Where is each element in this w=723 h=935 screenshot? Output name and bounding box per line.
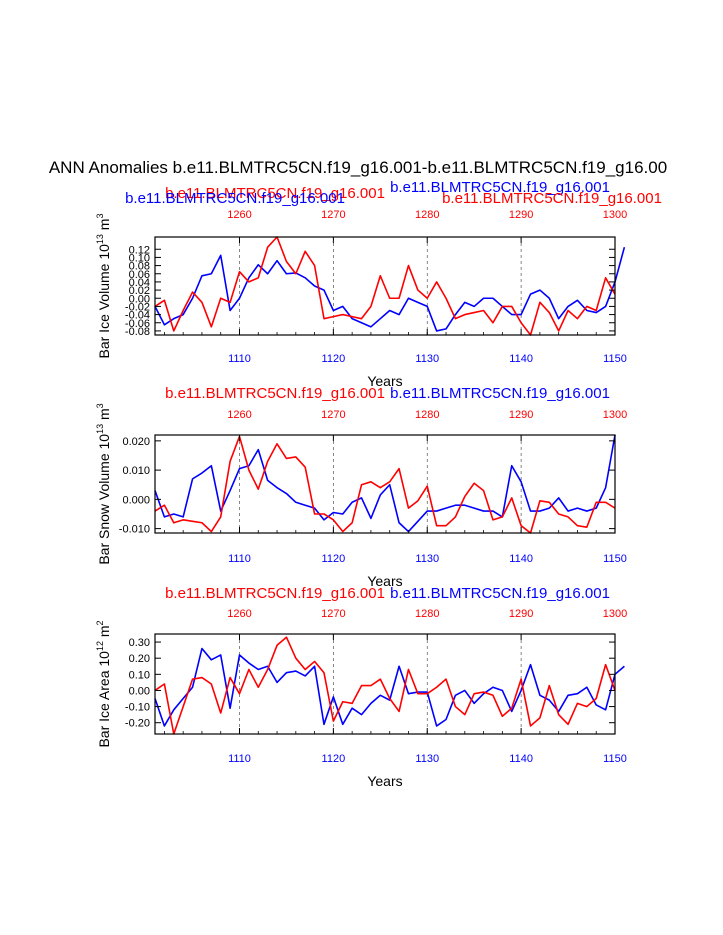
y-axis-label-ylabel-exp: 13 <box>95 424 105 434</box>
x-tick-label-bottom: 1110 <box>228 753 251 765</box>
x-tick-label-bottom: 1140 <box>509 753 533 765</box>
x-tick-label-bottom: 1120 <box>322 753 346 765</box>
x-tick-label-top: 1280 <box>415 608 439 620</box>
y-axis-label-ylabel: Bar Snow Volume 10 <box>96 434 112 565</box>
y-tick-label: 0.020 <box>122 436 150 448</box>
y-tick-label: -0.010 <box>119 524 150 536</box>
y-axis-label-ylabel-unit: m <box>96 625 112 641</box>
y-axis-label-ylabel-exp: 12 <box>95 641 105 651</box>
y-axis-label-ylabel-unit-exp: 3 <box>95 403 105 408</box>
y-tick-label: 0.08 <box>129 261 150 273</box>
y-tick-label: -0.06 <box>125 318 150 330</box>
plot-frame <box>154 236 616 336</box>
y-tick-label: 0.30 <box>129 637 150 649</box>
x-tick-label-bottom: 1110 <box>228 553 251 565</box>
x-tick-label-bottom: 1150 <box>603 353 627 365</box>
y-tick-label: 0.12 <box>129 244 150 256</box>
series-line-blue <box>154 247 626 332</box>
x-tick-label-bottom: 1120 <box>322 353 346 365</box>
y-axis-label: Bar Ice Area 1012 m2 <box>95 620 112 747</box>
y-axis-label-ylabel-unit: m <box>96 219 112 235</box>
y-tick-label: 0.00 <box>129 685 150 697</box>
x-tick-label-top: 1290 <box>509 209 533 221</box>
y-tick-label: 0.20 <box>129 653 150 665</box>
y-tick-label: 0.04 <box>129 277 150 289</box>
x-tick-label-top: 1270 <box>321 608 345 620</box>
x-tick-label-bottom: 1130 <box>415 553 439 565</box>
legend-red-right: b.e11.BLMTRC5CN.f19_g16.001 <box>442 190 662 207</box>
y-tick-label: -0.08 <box>125 326 150 338</box>
y-tick-label: 0.10 <box>129 669 150 681</box>
legend-red: b.e11.BLMTRC5CN.f19_g16.001 <box>165 585 385 602</box>
y-tick-label: 0.000 <box>122 494 150 506</box>
series-line-red <box>154 636 616 735</box>
y-axis-label: Bar Snow Volume 1013 m3 <box>95 403 112 564</box>
x-axis-label: Years <box>367 573 402 589</box>
x-tick-label-top: 1300 <box>603 608 627 620</box>
x-tick-label-top: 1280 <box>415 409 439 421</box>
plot-frame <box>154 434 616 534</box>
x-tick-label-top: 1260 <box>227 209 251 221</box>
x-tick-label-top: 1290 <box>509 608 533 620</box>
x-axis-label: Years <box>367 773 402 789</box>
legend-blue-left: b.e11.BLMTRC5CN.f19_g16.001 <box>125 190 345 207</box>
figure-title: ANN Anomalies b.e11.BLMTRC5CN.f19_g16.00… <box>49 158 667 177</box>
chart-panel-1: -0.08-0.06-0.04-0.020.000.020.040.060.08… <box>95 179 662 389</box>
y-tick-label: 0.10 <box>129 252 150 264</box>
series-line-red <box>154 435 616 534</box>
x-tick-label-top: 1270 <box>321 209 345 221</box>
y-tick-label: 0.00 <box>129 293 150 305</box>
legend-blue: b.e11.BLMTRC5CN.f19_g16.001 <box>390 585 610 602</box>
series-line-red <box>154 236 616 336</box>
x-tick-label-top: 1260 <box>227 409 251 421</box>
plot-frame <box>154 633 616 735</box>
series-line-blue <box>154 647 625 727</box>
y-axis-label-ylabel: Bar Ice Area 10 <box>96 651 112 748</box>
x-tick-label-bottom: 1130 <box>415 353 439 365</box>
y-axis-label-ylabel-unit-exp: 2 <box>95 620 105 625</box>
y-tick-label: 0.02 <box>129 285 150 297</box>
y-tick-label: -0.10 <box>125 702 150 714</box>
x-tick-label-bottom: 1140 <box>509 553 533 565</box>
x-tick-label-top: 1270 <box>321 409 345 421</box>
chart-panel-3: -0.20 -0.10 0.00 0.10 0.20 0.30 1110 1120 1130 11… <box>95 585 627 789</box>
x-tick-label-top: 1290 <box>509 409 533 421</box>
x-tick-label-bottom: 1140 <box>509 353 533 365</box>
legend-blue: b.e11.BLMTRC5CN.f19_g16.001 <box>390 179 610 196</box>
y-axis-label: Bar Ice Volume 1013 m3 <box>95 214 112 359</box>
series-line-blue <box>154 434 616 533</box>
x-axis-label: Years <box>367 373 402 389</box>
chart-panel-2: -0.010 0.000 0.010 0.020 1110 1120 1130 1140 115… <box>95 385 627 589</box>
y-axis-label-ylabel-unit: m <box>96 408 112 424</box>
x-tick-label-top: 1280 <box>415 209 439 221</box>
y-tick-label: 0.06 <box>129 269 150 281</box>
x-tick-label-top: 1260 <box>227 608 251 620</box>
y-axis-label-ylabel: Bar Ice Volume 10 <box>96 244 112 359</box>
y-tick-label: -0.02 <box>125 301 150 313</box>
y-tick-label: 0.010 <box>122 465 150 477</box>
x-tick-label-top: 1300 <box>603 409 627 421</box>
legend-red: b.e11.BLMTRC5CN.f19_g16.001 <box>165 385 385 402</box>
x-tick-label-top: 1300 <box>603 209 627 221</box>
y-axis-label-ylabel-unit-exp: 3 <box>95 214 105 219</box>
legend-red: b.e11.BLMTRC5CN.f19_g16.001 <box>165 185 385 202</box>
x-tick-label-bottom: 1110 <box>228 353 251 365</box>
y-tick-label: -0.04 <box>125 310 150 322</box>
y-tick-label: -0.20 <box>125 718 150 730</box>
y-axis-label-ylabel-exp: 13 <box>95 234 105 244</box>
x-tick-label-bottom: 1120 <box>322 553 346 565</box>
legend-blue: b.e11.BLMTRC5CN.f19_g16.001 <box>390 385 610 402</box>
x-tick-label-bottom: 1150 <box>603 553 627 565</box>
x-tick-label-bottom: 1130 <box>415 753 439 765</box>
x-tick-label-bottom: 1150 <box>603 753 627 765</box>
